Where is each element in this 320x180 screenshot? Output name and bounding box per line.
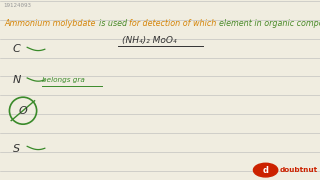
Text: is used: is used: [99, 19, 129, 28]
Text: N: N: [13, 75, 21, 85]
Text: O: O: [19, 106, 27, 116]
Text: 19124093: 19124093: [3, 3, 31, 8]
Text: C: C: [13, 44, 20, 55]
Circle shape: [253, 163, 278, 177]
Text: belongs gra: belongs gra: [42, 77, 84, 83]
Text: for detection of which: for detection of which: [129, 19, 219, 28]
Text: d: d: [263, 166, 268, 175]
Text: (NH₄)₂ MoO₄: (NH₄)₂ MoO₄: [122, 36, 176, 45]
Text: Ammonium molybdate: Ammonium molybdate: [5, 19, 99, 28]
Text: element in organic compound :: element in organic compound :: [219, 19, 320, 28]
Text: doubtnut: doubtnut: [280, 167, 318, 173]
Text: S: S: [13, 143, 20, 154]
